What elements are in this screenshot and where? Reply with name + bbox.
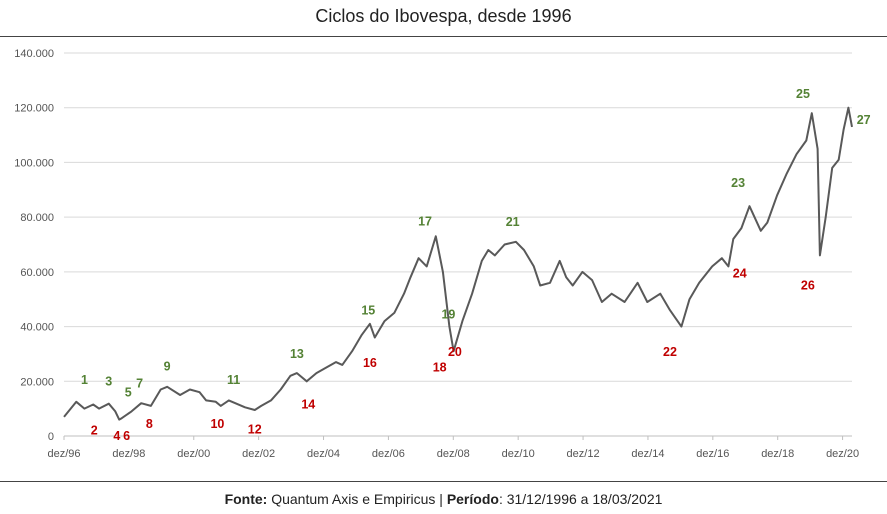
bottom-divider [0, 481, 887, 482]
x-axis-ticks: dez/96 dez/98 dez/00 dez/02 dez/04 dez/06 dez/… [47, 436, 859, 460]
cycle-label-24: 24 [733, 266, 747, 280]
cycle-label-20: 20 [448, 345, 462, 359]
y-tick-label: 0 [48, 431, 54, 443]
cycle-label-3: 3 [105, 375, 112, 389]
cycle-label-2: 2 [91, 424, 98, 438]
ibovespa-line [63, 106, 853, 421]
cycle-label-9: 9 [164, 359, 171, 373]
cycle-label-1: 1 [81, 373, 88, 387]
x-tick-label: dez/18 [761, 448, 794, 460]
top-divider [0, 36, 887, 37]
cycle-label-14: 14 [301, 398, 315, 412]
cycle-label-11: 11 [227, 373, 240, 387]
x-tick-label: dez/12 [567, 448, 600, 460]
y-tick-label: 120.000 [14, 103, 54, 115]
x-tick-label: dez/08 [437, 448, 470, 460]
cycle-label-13: 13 [290, 347, 304, 361]
source-label: Fonte: [224, 491, 268, 507]
chart-plot: 0 20.000 40.000 60.000 80.000 100.000 120.000 1… [14, 48, 871, 460]
y-axis-ticks: 0 20.000 40.000 60.000 80.000 100.000 120.000 1… [14, 48, 54, 443]
period-value: : 31/12/1996 a 18/03/2021 [498, 491, 663, 507]
cycle-label-25: 25 [796, 87, 810, 101]
y-tick-label: 140.000 [14, 48, 54, 60]
y-tick-label: 80.000 [20, 212, 54, 224]
x-tick-label: dez/96 [47, 448, 80, 460]
cycle-label-27: 27 [857, 113, 871, 127]
cycle-label-16: 16 [363, 356, 377, 370]
cycle-label-17: 17 [418, 214, 432, 228]
footer: Fonte: Quantum Axis e Empiricus | Períod… [0, 491, 887, 507]
series-line [63, 106, 853, 421]
chart-title: Ciclos do Ibovespa, desde 1996 [315, 6, 572, 26]
y-tick-label: 100.000 [14, 157, 54, 169]
cycle-label-15: 15 [361, 303, 375, 317]
x-tick-label: dez/16 [696, 448, 729, 460]
x-tick-label: dez/00 [177, 448, 210, 460]
cycle-label-6: 6 [123, 429, 130, 443]
cycle-label-19: 19 [441, 307, 455, 321]
x-tick-label: dez/20 [826, 448, 859, 460]
y-tick-label: 60.000 [20, 267, 54, 279]
cycle-label-5: 5 [125, 385, 132, 399]
x-tick-label: dez/06 [372, 448, 405, 460]
x-tick-label: dez/10 [502, 448, 535, 460]
cycle-label-8: 8 [146, 417, 153, 431]
cycle-label-12: 12 [248, 422, 262, 436]
y-tick-label: 20.000 [20, 376, 54, 388]
cycle-label-4: 4 [113, 429, 120, 443]
cycle-label-7: 7 [136, 376, 143, 390]
x-tick-label: dez/98 [112, 448, 145, 460]
x-tick-label: dez/04 [307, 448, 340, 460]
cycle-label-23: 23 [731, 176, 745, 190]
cycle-label-10: 10 [210, 417, 224, 431]
gridlines [64, 52, 852, 437]
x-tick-label: dez/14 [631, 448, 664, 460]
y-tick-label: 40.000 [20, 322, 54, 334]
source-value: Quantum Axis e Empiricus | [267, 491, 447, 507]
period-label: Período [446, 491, 499, 507]
cycle-label-18: 18 [433, 361, 447, 375]
x-tick-label: dez/02 [242, 448, 275, 460]
cycle-label-26: 26 [801, 279, 815, 293]
cycle-label-22: 22 [663, 345, 677, 359]
cycle-label-21: 21 [506, 215, 520, 229]
